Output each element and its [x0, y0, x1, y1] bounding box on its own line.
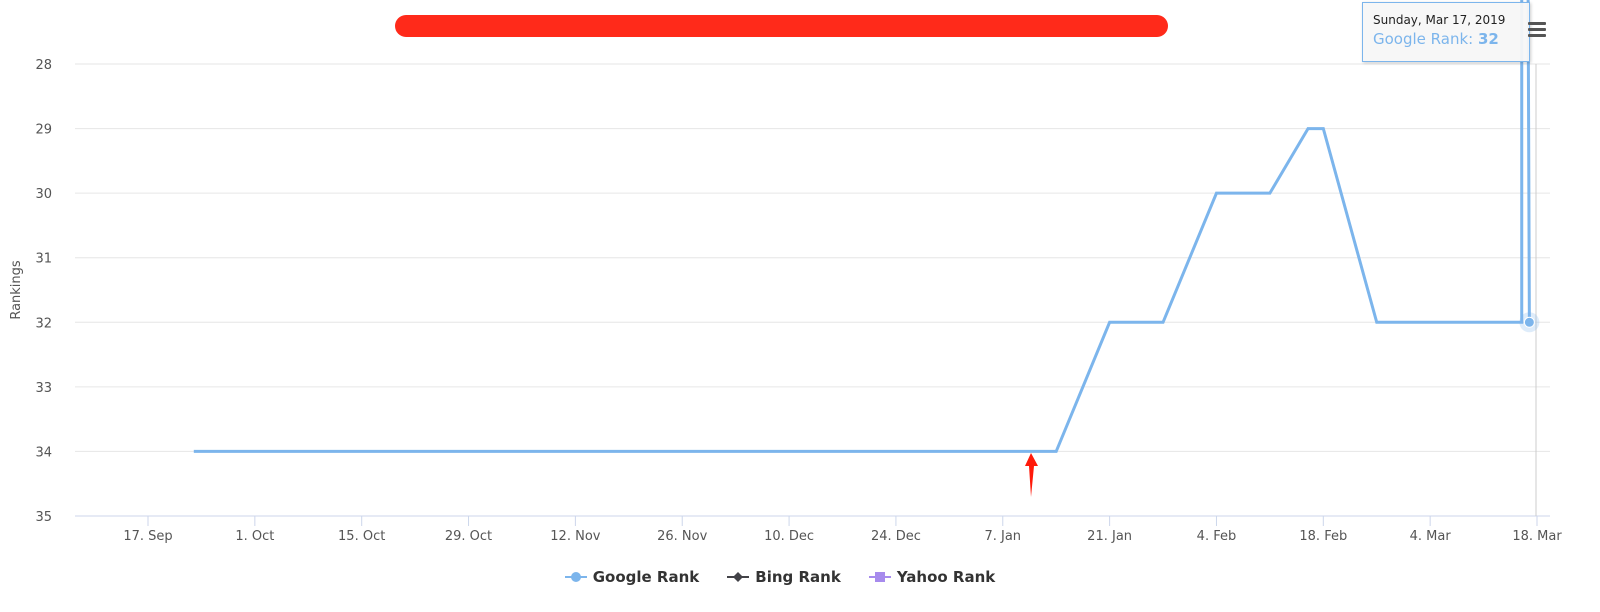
legend-bing[interactable]: Bing Rank: [727, 568, 841, 586]
y-tick-label: 29: [35, 123, 52, 138]
y-axis-title: Rankings: [9, 260, 24, 320]
data-point[interactable]: [1523, 316, 1535, 328]
y-tick-label: 33: [35, 381, 52, 396]
x-tick-label: 4. Mar: [1410, 529, 1452, 544]
y-tick-label: 35: [35, 510, 52, 525]
square-marker-icon: [868, 572, 891, 582]
x-tick-label: 1. Oct: [235, 529, 274, 544]
x-tick-label: 4. Feb: [1197, 529, 1237, 544]
x-tick-label: 18. Feb: [1299, 529, 1347, 544]
x-tick-label: 24. Dec: [871, 529, 921, 544]
diamond-marker-icon: [727, 572, 750, 582]
y-tick-label: 32: [35, 316, 52, 331]
x-tick-label: 7. Jan: [984, 529, 1021, 544]
redacted-title: [395, 15, 1168, 37]
tooltip-value: Google Rank: 32: [1373, 30, 1499, 48]
legend-google[interactable]: Google Rank: [564, 568, 699, 586]
legend-yahoo[interactable]: Yahoo Rank: [868, 568, 995, 586]
annotation-arrow-icon: [1025, 453, 1038, 497]
x-tick-label: 29. Oct: [445, 529, 492, 544]
x-tick-label: 15. Oct: [338, 529, 385, 544]
x-tick-label: 26. Nov: [657, 529, 707, 544]
y-tick-label: 34: [35, 445, 52, 460]
chart-menu-icon[interactable]: [1528, 22, 1546, 40]
x-tick-label: 17. Sep: [123, 529, 172, 544]
x-tick-label: 10. Dec: [764, 529, 814, 544]
y-tick-label: 28: [35, 58, 52, 73]
tooltip-date: Sunday, Mar 17, 2019: [1373, 13, 1506, 27]
google-rank-line: [193, 0, 1531, 453]
tooltip: Sunday, Mar 17, 2019 Google Rank: 32: [1362, 2, 1530, 62]
y-tick-label: 30: [35, 187, 52, 202]
legend: Google Rank Bing Rank Yahoo Rank: [0, 568, 1560, 586]
circle-marker-icon: [564, 572, 587, 582]
x-tick-label: 21. Jan: [1087, 529, 1132, 544]
x-tick-label: 12. Nov: [550, 529, 600, 544]
y-tick-label: 31: [35, 252, 52, 267]
x-tick-label: 18. Mar: [1512, 529, 1562, 544]
